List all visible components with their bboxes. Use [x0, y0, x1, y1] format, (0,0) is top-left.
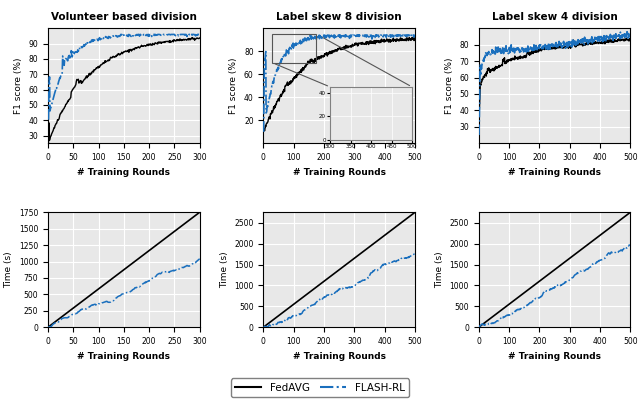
- X-axis label: # Training Rounds: # Training Rounds: [292, 168, 386, 177]
- X-axis label: # Training Rounds: # Training Rounds: [508, 168, 601, 177]
- Title: Label skew 4 division: Label skew 4 division: [492, 12, 618, 22]
- Y-axis label: Time (s): Time (s): [4, 251, 13, 288]
- X-axis label: # Training Rounds: # Training Rounds: [77, 168, 170, 177]
- X-axis label: # Training Rounds: # Training Rounds: [292, 351, 386, 360]
- Y-axis label: Time (s): Time (s): [435, 251, 444, 288]
- X-axis label: # Training Rounds: # Training Rounds: [508, 351, 601, 360]
- Title: Volunteer based division: Volunteer based division: [51, 12, 196, 22]
- X-axis label: # Training Rounds: # Training Rounds: [77, 351, 170, 360]
- Title: Label skew 8 division: Label skew 8 division: [276, 12, 402, 22]
- Legend: FedAVG, FLASH-RL: FedAVG, FLASH-RL: [231, 379, 409, 397]
- Y-axis label: F1 score (%): F1 score (%): [14, 57, 23, 114]
- Y-axis label: F1 score (%): F1 score (%): [229, 57, 238, 114]
- Bar: [273, 34, 316, 63]
- Y-axis label: Time (s): Time (s): [220, 251, 228, 288]
- Y-axis label: F1 score (%): F1 score (%): [445, 57, 454, 114]
